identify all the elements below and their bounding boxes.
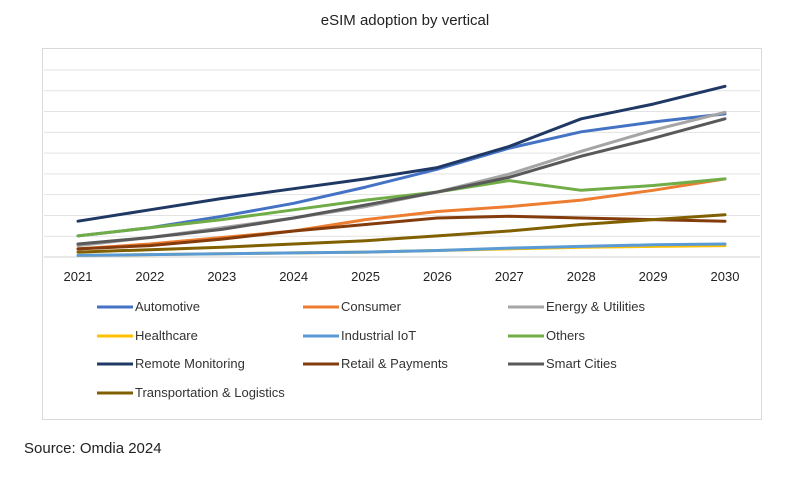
legend-item: Energy & Utilities <box>508 299 645 314</box>
legend-item: Automotive <box>97 299 200 314</box>
x-tick-label: 2028 <box>567 269 596 284</box>
legend-label: Transportation & Logistics <box>135 385 285 400</box>
legend-item: Healthcare <box>97 328 198 343</box>
series-line-industrial-iot <box>76 242 727 257</box>
series-lines <box>76 84 727 257</box>
x-tick-label: 2023 <box>207 269 236 284</box>
legend-label: Energy & Utilities <box>546 299 645 314</box>
legend-label: Others <box>546 328 586 343</box>
legend-label: Retail & Payments <box>341 356 448 371</box>
series-line-smart-cities <box>76 117 727 246</box>
legend-label: Consumer <box>341 299 402 314</box>
legend-label: Industrial IoT <box>341 328 416 343</box>
series-line-automotive <box>76 112 727 238</box>
legend-label: Automotive <box>135 299 200 314</box>
legend-item: Transportation & Logistics <box>97 385 285 400</box>
legend-item: Others <box>508 328 586 343</box>
series-line-others <box>76 177 727 238</box>
legend-item: Retail & Payments <box>303 356 448 371</box>
legend-item: Smart Cities <box>508 356 617 371</box>
x-tick-label: 2030 <box>711 269 740 284</box>
x-tick-label: 2026 <box>423 269 452 284</box>
chart-frame <box>42 48 762 420</box>
chart-title: eSIM adoption by vertical <box>320 12 490 29</box>
x-axis-ticks: 2021 2022 2023 2024 2025 2026 2027 2028 2029 2030 <box>64 269 740 284</box>
source-note: Source: Omdia 2024 <box>24 440 162 457</box>
x-tick-label: 2024 <box>279 269 308 284</box>
x-tick-label: 2021 <box>64 269 93 284</box>
legend-item: Consumer <box>303 299 402 314</box>
series-line-transportation-logistics <box>76 213 727 254</box>
legend-label: Healthcare <box>135 328 198 343</box>
legend-item: Industrial IoT <box>303 328 416 343</box>
series-line-retail-payments <box>76 214 727 251</box>
legend: Automotive Consumer Energy & Utilities Heal… <box>97 299 645 400</box>
x-tick-label: 2022 <box>135 269 164 284</box>
legend-label: Remote Monitoring <box>135 356 245 371</box>
x-tick-label: 2027 <box>495 269 524 284</box>
x-tick-label: 2025 <box>351 269 380 284</box>
x-tick-label: 2029 <box>639 269 668 284</box>
legend-label: Smart Cities <box>546 356 617 371</box>
series-line-consumer <box>76 177 727 251</box>
series-line-remote-monitoring <box>76 84 727 223</box>
legend-item: Remote Monitoring <box>97 356 245 371</box>
